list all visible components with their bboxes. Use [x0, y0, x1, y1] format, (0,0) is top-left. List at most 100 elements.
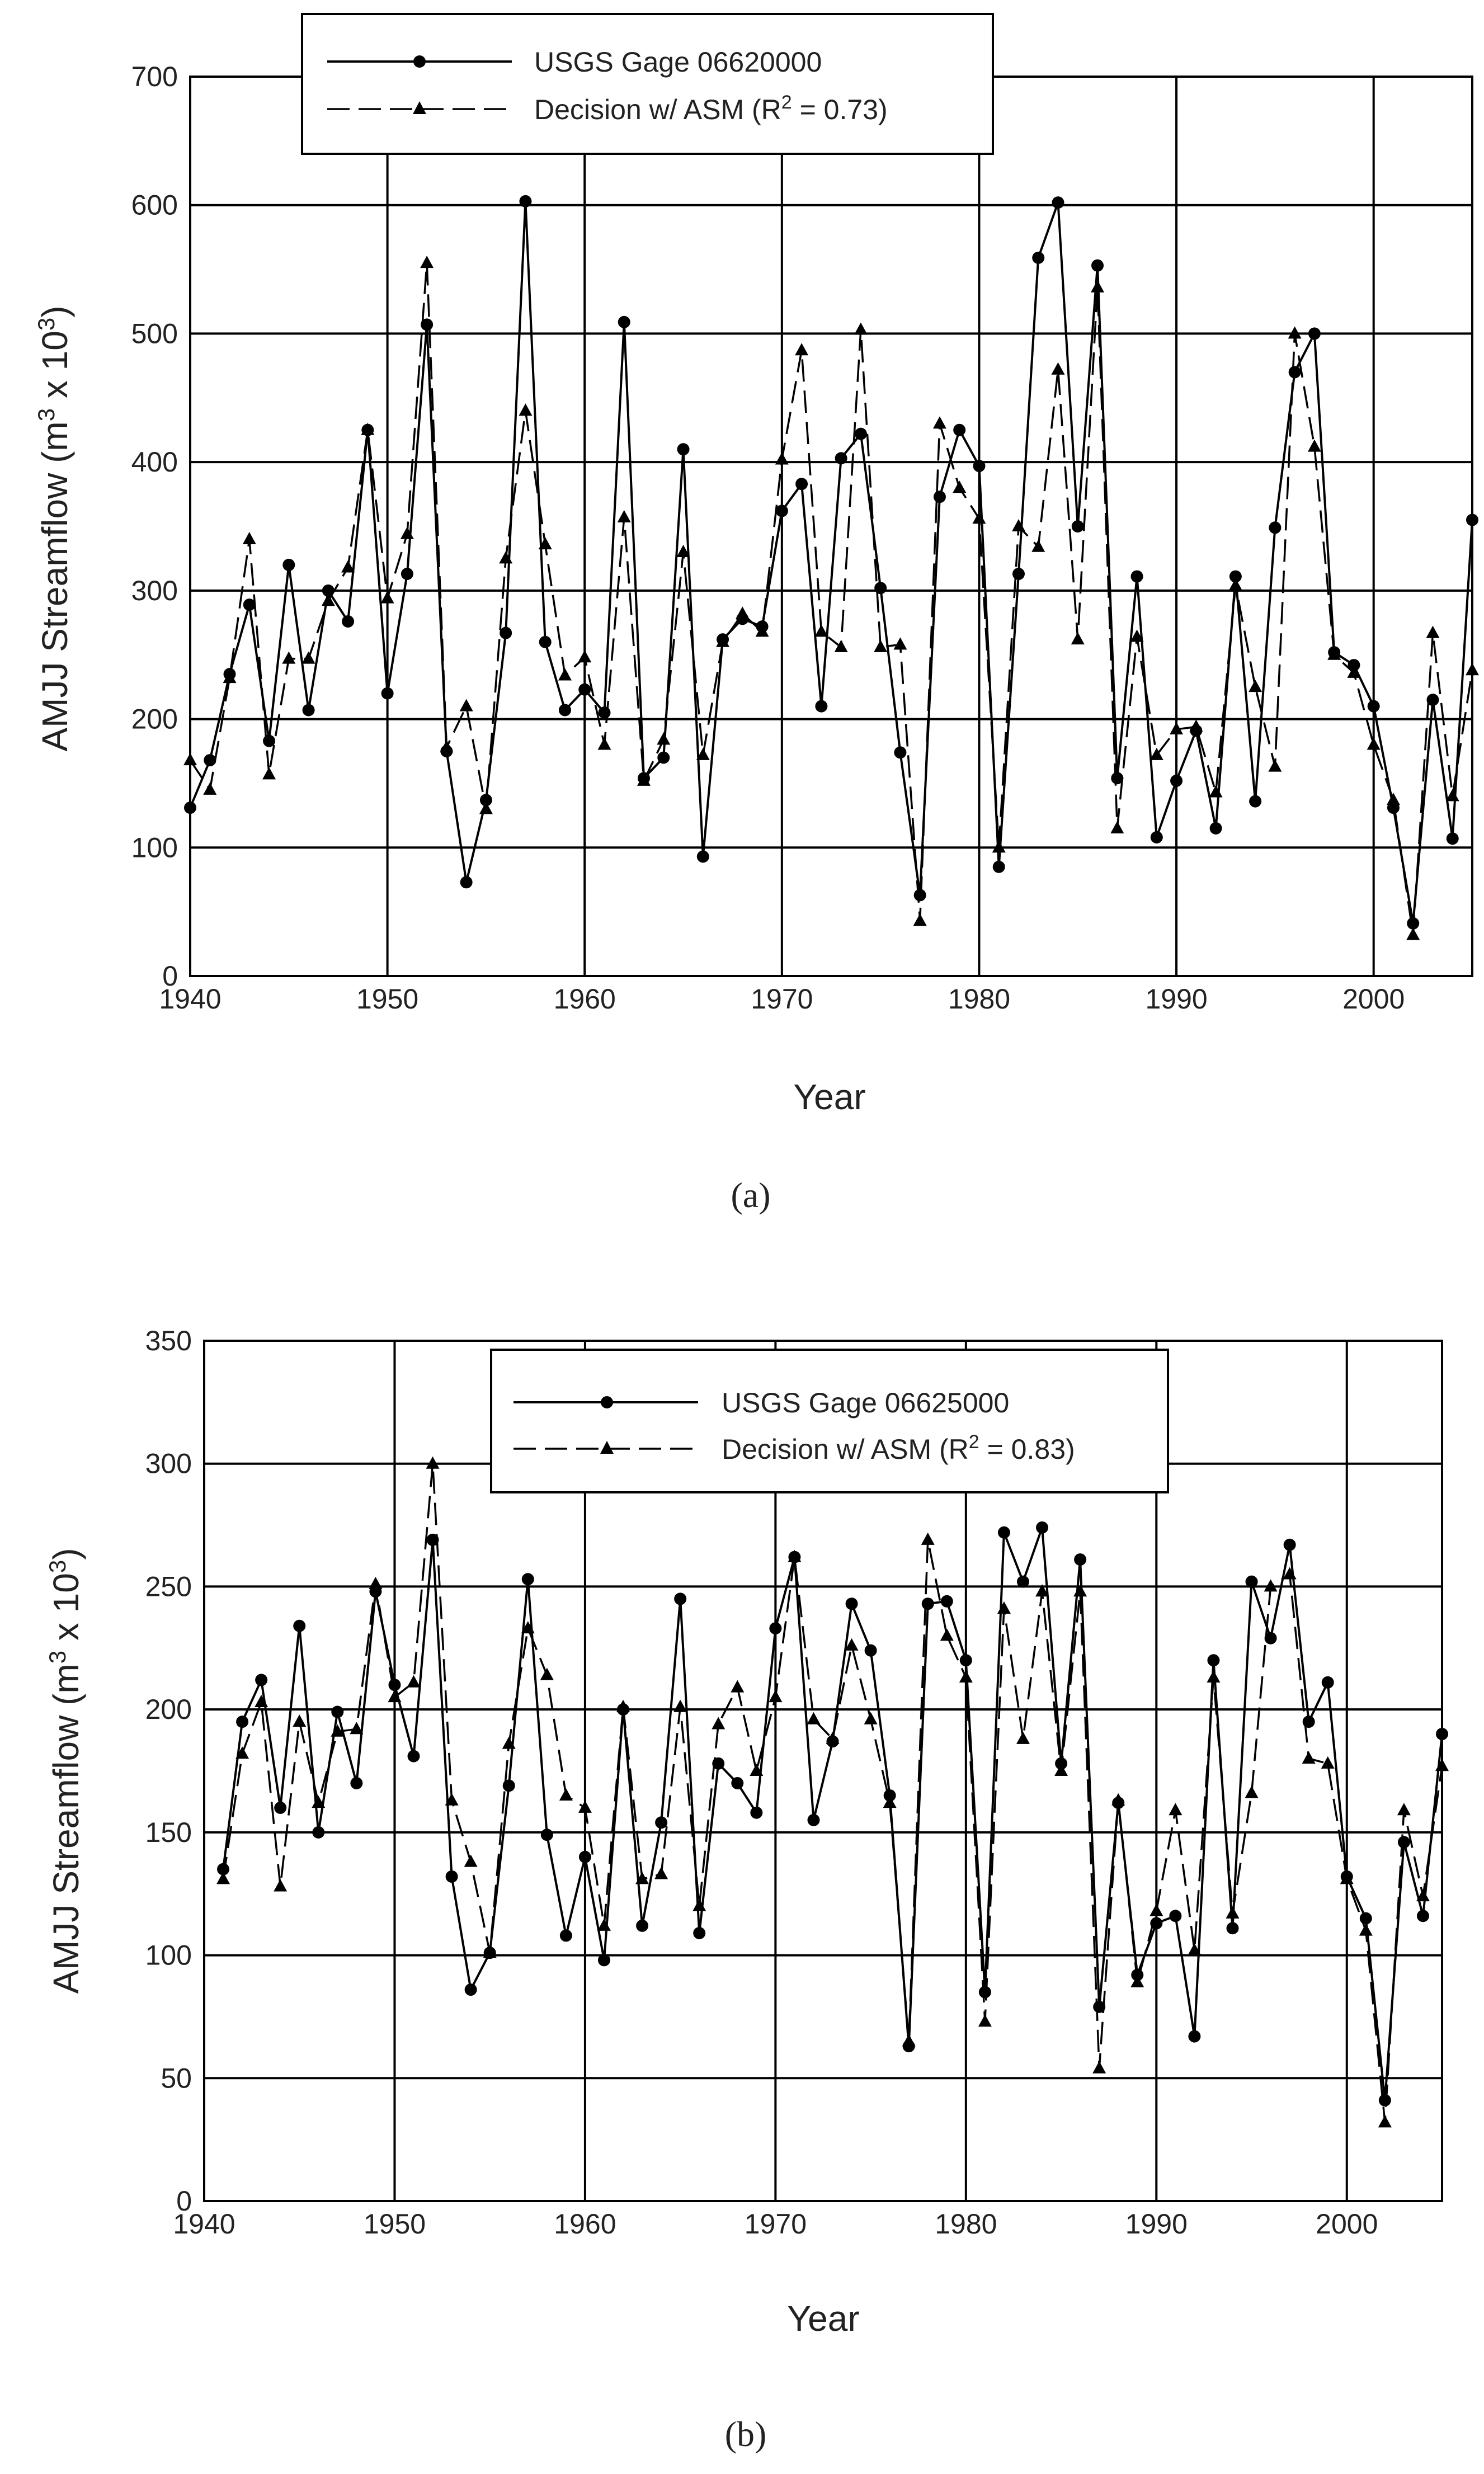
- point-observed-b-1983: [1016, 1575, 1029, 1588]
- point-model-a-1955: [479, 802, 493, 814]
- point-observed-a-1943: [243, 599, 256, 611]
- point-model-a-1983: [1031, 539, 1045, 552]
- point-observed-a-1961: [598, 706, 611, 719]
- point-model-b-1982: [997, 1601, 1011, 1614]
- point-model-b-1974: [845, 1638, 859, 1651]
- point-observed-a-1990: [1170, 774, 1183, 787]
- point-observed-a-1981: [992, 860, 1005, 873]
- point-observed-a-1993: [1229, 570, 1242, 583]
- legend-label-model-b-r: R: [949, 1434, 969, 1465]
- point-observed-b-2003: [1397, 1836, 1410, 1849]
- y-tick-label-b-0: 0: [176, 2185, 192, 2217]
- point-model-b-1969: [750, 1764, 764, 1776]
- point-observed-b-1963: [636, 1919, 649, 1932]
- point-model-a-1979: [953, 480, 967, 493]
- point-observed-a-1949: [361, 423, 374, 436]
- point-observed-b-1987: [1093, 2000, 1106, 2013]
- point-observed-a-1986: [1091, 259, 1104, 272]
- legend-label-model-a-value: = 0.73: [792, 94, 878, 125]
- point-observed-a-1972: [815, 700, 828, 713]
- point-observed-a-2001: [1387, 802, 1400, 814]
- y-tick-label-a-4: 400: [131, 446, 178, 478]
- point-model-b-1942: [235, 1746, 249, 1759]
- point-observed-b-1971: [788, 1551, 801, 1563]
- y-tick-label-b-6: 300: [145, 1448, 192, 1479]
- y-axis-title-b-part3: ): [46, 1548, 86, 1559]
- point-model-a-1961: [597, 737, 611, 750]
- y-tick-label-a-6: 600: [131, 190, 178, 221]
- point-model-a-1993: [1228, 578, 1242, 591]
- point-model-b-1956: [502, 1736, 516, 1749]
- point-observed-b-1986: [1074, 1553, 1087, 1566]
- point-observed-b-2002: [1378, 2094, 1391, 2107]
- point-model-b-1952: [426, 1456, 440, 1469]
- point-model-a-1985: [1071, 632, 1085, 645]
- point-model-b-1961: [597, 1918, 611, 1931]
- caption-b: (b): [725, 2414, 767, 2454]
- point-model-b-1996: [1264, 1579, 1278, 1592]
- point-model-a-1941: [203, 782, 217, 795]
- point-observed-b-1976: [883, 1789, 896, 1802]
- point-observed-b-1996: [1264, 1632, 1277, 1644]
- x-tick-label-a-1: 1950: [356, 983, 418, 1015]
- x-tick-label-a-6: 2000: [1342, 983, 1405, 1015]
- point-observed-b-1999: [1321, 1676, 1334, 1689]
- point-model-b-1980: [959, 1670, 973, 1683]
- point-model-a-1989: [1149, 747, 1163, 760]
- point-model-b-1957: [521, 1621, 535, 1634]
- point-observed-a-1963: [638, 772, 651, 785]
- legend-box-b: [490, 1349, 1169, 1493]
- point-model-b-1989: [1130, 1975, 1144, 1987]
- point-observed-b-1990: [1150, 1917, 1163, 1930]
- point-observed-a-1977: [913, 889, 926, 902]
- point-observed-a-1976: [894, 746, 907, 759]
- point-observed-a-2002: [1407, 917, 1420, 930]
- point-model-a-1972: [814, 624, 828, 637]
- point-model-a-2000: [1367, 737, 1381, 750]
- point-model-a-1975: [874, 639, 888, 652]
- point-observed-b-1991: [1169, 1910, 1182, 1922]
- point-model-a-1947: [321, 593, 335, 606]
- point-model-a-1964: [657, 732, 671, 745]
- point-observed-a-1952: [421, 318, 434, 331]
- point-model-a-2004: [1445, 789, 1459, 802]
- point-observed-b-1944: [274, 1801, 287, 1814]
- y-axis-title-a-part3: ): [35, 305, 75, 317]
- x-tick-label-a-5: 1990: [1145, 983, 1207, 1015]
- point-model-b-1979: [940, 1628, 954, 1641]
- point-model-a-2002: [1406, 927, 1420, 940]
- x-tick-label-b-2: 1960: [554, 2208, 616, 2240]
- point-model-a-1973: [834, 639, 848, 652]
- point-model-b-1963: [635, 1872, 649, 1884]
- point-model-a-1952: [420, 256, 434, 268]
- point-model-b-1945: [293, 1714, 307, 1727]
- point-model-a-1966: [696, 747, 710, 760]
- point-model-a-1970: [775, 452, 789, 465]
- point-model-a-1995: [1268, 759, 1282, 772]
- x-tick-label-b-3: 1970: [745, 2208, 807, 2240]
- point-model-a-1982: [1011, 519, 1025, 531]
- point-observed-b-1954: [464, 1983, 477, 1996]
- point-observed-a-1947: [322, 584, 335, 597]
- point-observed-b-1953: [445, 1870, 458, 1883]
- point-observed-a-2000: [1367, 700, 1380, 713]
- point-observed-b-1982: [997, 1526, 1010, 1539]
- point-observed-a-1950: [381, 687, 394, 700]
- point-observed-b-1956: [502, 1779, 515, 1792]
- point-observed-a-1978: [933, 491, 946, 503]
- point-model-b-2001: [1359, 1923, 1373, 1936]
- point-model-b-1995: [1245, 1785, 1259, 1798]
- point-observed-a-1946: [302, 704, 315, 717]
- x-tick-label-b-4: 1980: [935, 2208, 997, 2240]
- point-observed-a-1985: [1071, 520, 1084, 533]
- point-observed-a-1953: [440, 745, 453, 757]
- point-model-b-1941: [216, 1872, 230, 1884]
- x-tick-label-a-2: 1960: [554, 983, 616, 1015]
- point-model-b-1951: [407, 1675, 421, 1688]
- point-model-a-1999: [1347, 665, 1361, 678]
- point-observed-b-1972: [807, 1813, 820, 1826]
- x-axis-title-a: Year: [793, 1077, 865, 1117]
- point-observed-a-1997: [1308, 327, 1321, 340]
- point-model-a-1950: [380, 591, 394, 604]
- y-axis-title-a: AMJJ Streamflow (m3 x 103): [33, 305, 76, 751]
